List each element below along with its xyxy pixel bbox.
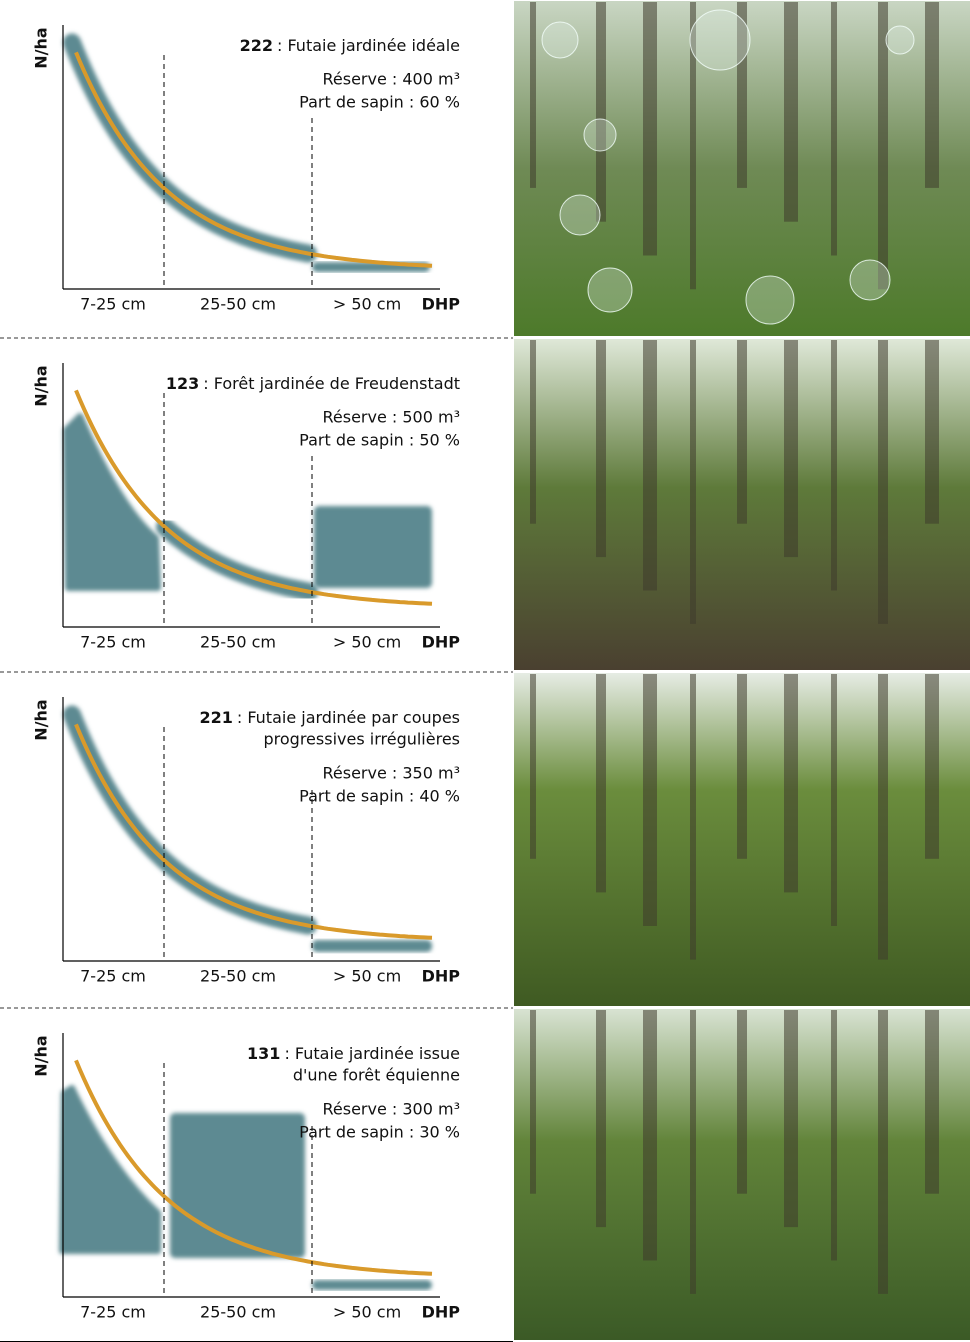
- tree-trunk: [831, 1010, 837, 1261]
- panel-code: 131: [247, 1044, 280, 1063]
- tree-trunk: [737, 674, 747, 859]
- fir-share: Part de sapin : 30 %: [299, 1123, 460, 1142]
- distribution-blob: [312, 940, 432, 952]
- tree-trunk: [530, 1010, 536, 1194]
- panel-title: : Forêt jardinée de Freudenstadt: [203, 374, 460, 393]
- figure: N/ha7-25 cm25-50 cm> 50 cmDHP222: Futaie…: [0, 0, 970, 1342]
- panel-code: 221: [199, 708, 232, 727]
- reserve: Réserve : 400 m³: [323, 70, 461, 89]
- x-class-label: > 50 cm: [333, 1303, 401, 1322]
- distribution-blob: [312, 1280, 432, 1290]
- panel: N/ha 7-25 cm 25-50 cm > 50 cm DHP 131: Futaie…: [0, 1009, 970, 1342]
- panel-title: d'une forêt équienne: [293, 1066, 460, 1085]
- tree-trunk: [530, 340, 536, 524]
- tree-trunk: [784, 674, 798, 892]
- fir-share: Part de sapin : 50 %: [299, 431, 460, 450]
- tree-trunk: [878, 340, 888, 624]
- tree-trunk: [831, 2, 837, 256]
- distribution-blob: [170, 1113, 305, 1258]
- tree-trunk: [643, 1010, 657, 1261]
- x-axis-unit: DHP: [422, 633, 461, 652]
- bubble: [542, 22, 578, 58]
- tree-trunk: [596, 1010, 606, 1227]
- panel-title: : Futaie jardinée issue: [284, 1044, 460, 1063]
- tree-trunk: [925, 340, 939, 524]
- panel-code: 123: [166, 374, 199, 393]
- tree-trunk: [831, 340, 837, 591]
- x-axis-unit: DHP: [422, 1303, 461, 1322]
- bubble: [690, 10, 750, 70]
- panel-code: 222: [240, 36, 273, 55]
- distribution-blob: [165, 527, 309, 592]
- tree-trunk: [925, 1010, 939, 1194]
- panel-heading: 221 : Futaie jardinée par coupes: [199, 708, 460, 727]
- tree-trunk: [643, 674, 657, 926]
- tree-trunk: [596, 674, 606, 892]
- distribution-blob: [314, 506, 432, 588]
- y-axis-label: N/ha: [32, 27, 51, 68]
- x-class-label: 25-50 cm: [200, 633, 276, 652]
- tree-trunk: [925, 2, 939, 188]
- reserve: Réserve : 500 m³: [323, 408, 461, 427]
- panel-heading: 131: Futaie jardinée issue: [247, 1044, 460, 1063]
- tree-trunk: [643, 340, 657, 591]
- panel-heading: 123: Forêt jardinée de Freudenstadt: [166, 374, 460, 393]
- y-axis-label: N/ha: [32, 1035, 51, 1076]
- fir-share: Part de sapin : 40 %: [299, 787, 460, 806]
- reserve: Réserve : 300 m³: [323, 1100, 461, 1119]
- panel-title: progressives irrégulières: [264, 730, 461, 749]
- bubble: [584, 119, 616, 151]
- panel: N/ha 7-25 cm 25-50 cm > 50 cm DHP 221 : Futaie…: [0, 673, 970, 1008]
- x-axis-unit: DHP: [422, 295, 461, 314]
- tree-trunk: [596, 2, 606, 222]
- tree-trunk: [784, 2, 798, 222]
- x-class-label: 7-25 cm: [80, 1303, 146, 1322]
- panel-title: : Futaie jardinée idéale: [277, 36, 460, 55]
- panel: N/ha 7-25 cm 25-50 cm > 50 cm DHP 222: Futaie…: [0, 1, 970, 338]
- tree-trunk: [878, 674, 888, 960]
- tree-trunk: [737, 340, 747, 524]
- x-class-label: 7-25 cm: [80, 633, 146, 652]
- tree-trunk: [690, 1010, 696, 1294]
- x-class-label: 7-25 cm: [80, 295, 146, 314]
- tree-trunk: [925, 674, 939, 859]
- tree-trunk: [596, 340, 606, 557]
- y-axis-label: N/ha: [32, 365, 51, 406]
- panel-heading: 222: Futaie jardinée idéale: [240, 36, 460, 55]
- bubble: [746, 276, 794, 324]
- distribution-blob: [72, 43, 308, 254]
- x-class-label: 7-25 cm: [80, 967, 146, 986]
- x-class-label: > 50 cm: [333, 967, 401, 986]
- bubble: [850, 260, 890, 300]
- panel: N/ha 7-25 cm 25-50 cm > 50 cm DHP 123: Forêt …: [0, 339, 970, 672]
- tree-trunk: [784, 340, 798, 557]
- reserve: Réserve : 350 m³: [323, 764, 461, 783]
- x-class-label: 25-50 cm: [200, 1303, 276, 1322]
- x-class-label: > 50 cm: [333, 295, 401, 314]
- tree-trunk: [831, 674, 837, 926]
- tree-trunk: [530, 674, 536, 859]
- tree-trunk: [737, 1010, 747, 1194]
- tree-trunk: [643, 2, 657, 256]
- x-axis-unit: DHP: [422, 967, 461, 986]
- distribution-blob: [66, 416, 158, 588]
- y-axis-label: N/ha: [32, 699, 51, 740]
- x-class-label: > 50 cm: [333, 633, 401, 652]
- tree-trunk: [878, 1010, 888, 1294]
- tree-trunk: [690, 340, 696, 624]
- panel-title: : Futaie jardinée par coupes: [237, 708, 460, 727]
- distribution-blob: [62, 1088, 158, 1251]
- x-class-label: 25-50 cm: [200, 295, 276, 314]
- bubble: [560, 195, 600, 235]
- fir-share: Part de sapin : 60 %: [299, 93, 460, 112]
- x-class-label: 25-50 cm: [200, 967, 276, 986]
- bubble: [886, 26, 914, 54]
- bubble: [588, 268, 632, 312]
- tree-trunk: [690, 674, 696, 960]
- tree-trunk: [530, 2, 536, 188]
- tree-trunk: [784, 1010, 798, 1227]
